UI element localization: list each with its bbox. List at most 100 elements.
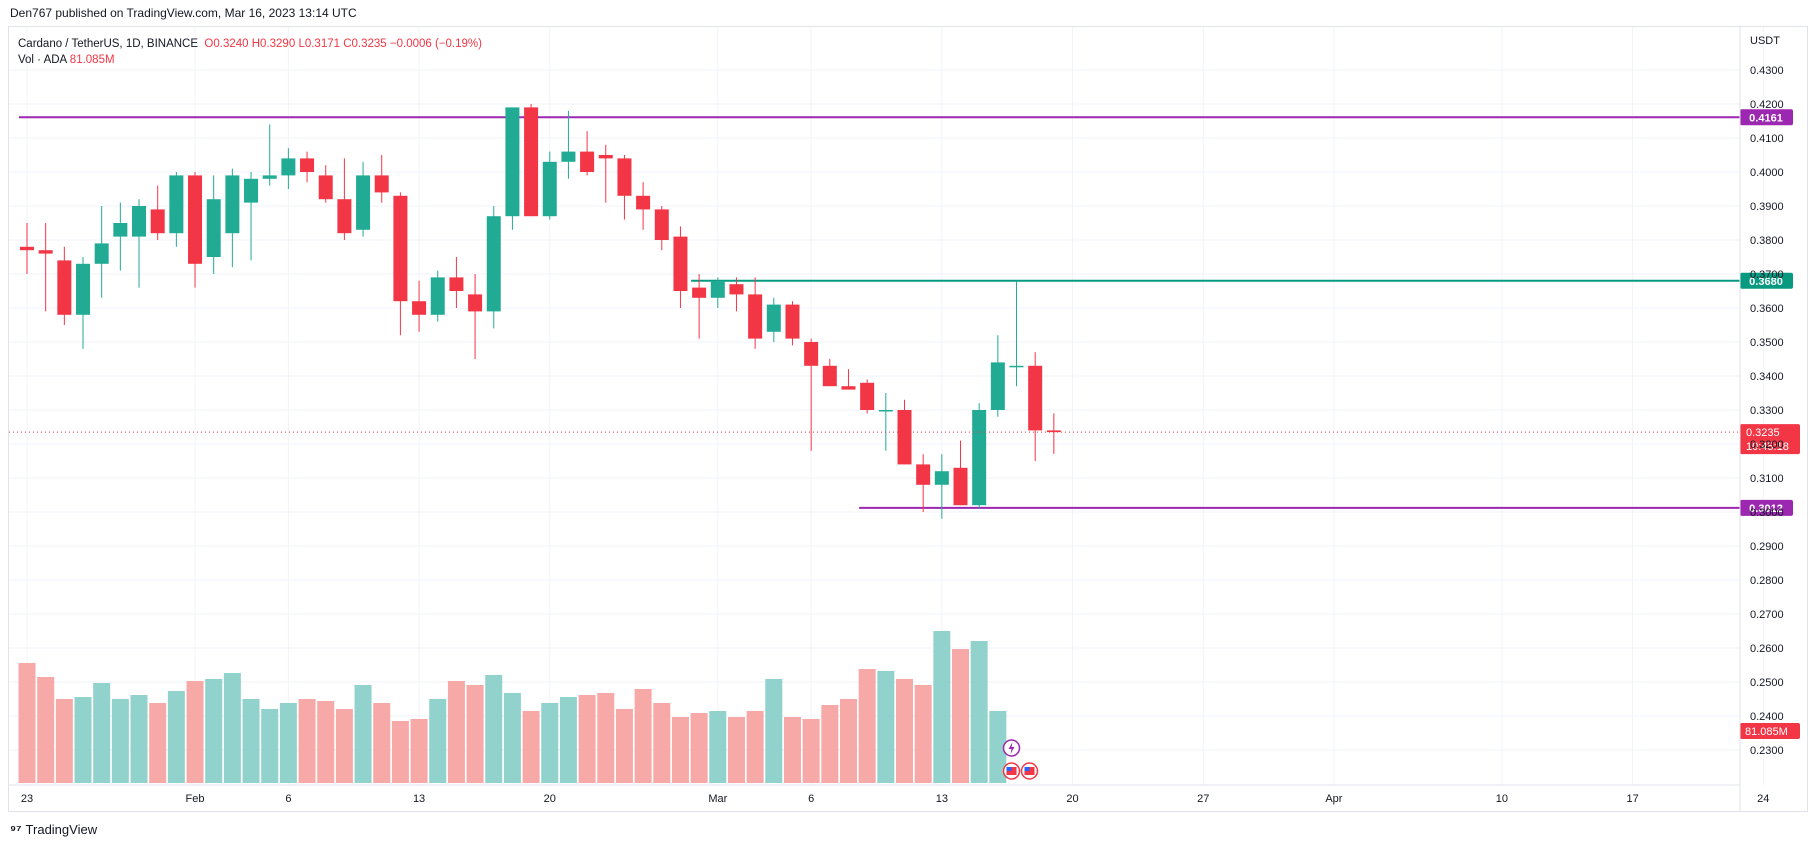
date-tick-label: Mar: [708, 793, 727, 805]
volume-bar: [802, 719, 820, 783]
volume-bar: [18, 663, 36, 783]
candle-body: [244, 178, 259, 203]
volume-bar: [895, 679, 913, 783]
price-tick-label: 0.3700: [1750, 269, 1784, 281]
candle-body: [262, 175, 277, 179]
date-tick-label: 13: [936, 793, 948, 805]
level-price-badge: [1740, 272, 1793, 289]
candle-body: [113, 223, 128, 237]
brand-label: TradingView: [25, 822, 98, 837]
volume-bar: [447, 681, 465, 783]
volume-label: Vol · ADA: [18, 54, 67, 66]
candle-body: [692, 287, 707, 298]
candle-body: [878, 410, 893, 412]
price-tick-label: 0.3200: [1750, 439, 1784, 451]
volume-bar: [989, 711, 1007, 783]
candle-body: [785, 304, 800, 339]
volume-bar: [429, 699, 447, 783]
candle-body: [76, 263, 91, 315]
candle-body: [953, 467, 968, 506]
price-tick-label: 0.3100: [1750, 473, 1784, 485]
currency-label: USDT: [1750, 35, 1780, 47]
volume-bar: [634, 689, 652, 783]
volume-bar: [242, 699, 260, 783]
candle-body: [841, 386, 856, 390]
date-tick-label: 6: [285, 793, 291, 805]
volume-bar: [952, 649, 969, 783]
last-price-line: 0.3235 10:45:18 81.085M: [9, 424, 1800, 739]
price-tick-label: 0.4200: [1750, 99, 1784, 111]
candle-body: [132, 206, 147, 237]
candle-body: [20, 246, 34, 251]
volume-bar: [335, 709, 353, 783]
time-axis: 23 Feb 6 13 20 Mar 6 13 20 27 Apr 10 17 24: [9, 784, 1769, 805]
date-tick-label: 6: [808, 793, 814, 805]
lightning-bolt-shape: [1008, 742, 1015, 754]
volume-bars: [18, 631, 1007, 783]
candle-body: [206, 199, 221, 257]
volume-bar: [391, 721, 409, 783]
volume-value: 81.085M: [69, 54, 115, 66]
publisher-line: Den767 published on TradingView.com, Mar…: [10, 6, 357, 20]
price-tick-label: 0.4000: [1750, 167, 1784, 179]
volume-bar: [55, 699, 73, 783]
candles: [20, 104, 1061, 519]
candle-body: [169, 175, 184, 234]
volume-bar: [671, 717, 689, 783]
volume-bar: [503, 693, 521, 783]
candle-body: [598, 155, 613, 159]
high-value: H0.3290: [251, 38, 296, 50]
level-price-label: 0.3680: [1749, 276, 1783, 288]
volume-bar: [914, 685, 932, 783]
candle-body: [748, 294, 763, 339]
volume-bar: [559, 697, 577, 783]
volume-bar: [653, 703, 671, 783]
price-tick-label: 0.3400: [1750, 371, 1784, 383]
date-tick-label: Apr: [1325, 793, 1342, 805]
price-tick-label: 0.3300: [1750, 405, 1784, 417]
level-price-badge: [1740, 499, 1793, 516]
candle-body: [729, 284, 744, 295]
price-tick-label: 0.3600: [1750, 303, 1784, 315]
volume-bar: [746, 711, 764, 783]
candle-body: [897, 410, 912, 465]
volume-bar: [541, 703, 559, 783]
date-tick-label: 17: [1626, 793, 1638, 805]
volume-bar: [261, 709, 279, 783]
date-tick-label: 20: [1066, 793, 1078, 805]
candle-body: [934, 471, 949, 485]
candle-body: [374, 175, 389, 193]
volume-badge-label: 81.085M: [1745, 726, 1788, 738]
volume-bar: [149, 703, 167, 783]
countdown-label: 10:45:18: [1746, 441, 1789, 453]
price-tick-label: 0.2400: [1750, 711, 1784, 723]
candle-body: [38, 250, 53, 254]
volume-bar: [298, 699, 316, 783]
candle-body: [188, 175, 203, 264]
candle-body: [990, 362, 1005, 410]
price-tick-label: 0.2800: [1750, 575, 1784, 587]
volume-bar: [877, 671, 895, 783]
candle-body: [1046, 430, 1061, 433]
candle-body: [673, 236, 688, 291]
volume-bar: [690, 713, 708, 783]
chart-frame: [8, 26, 1808, 812]
candle-body: [468, 294, 483, 312]
candle-body: [337, 199, 352, 234]
footer-branding[interactable]: ⁹⁷ TradingView: [10, 822, 97, 837]
candle-body: [318, 175, 333, 200]
candle-body: [505, 107, 520, 217]
candle-body: [150, 209, 165, 234]
close-value: C0.3235: [343, 38, 387, 50]
low-value: L0.3171: [298, 38, 341, 50]
date-tick-label: 10: [1496, 793, 1508, 805]
price-tick-label: 0.3500: [1750, 337, 1784, 349]
last-price-badge: [1740, 424, 1800, 455]
candle-body: [393, 195, 408, 302]
candle-body: [822, 365, 837, 387]
volume-bar: [578, 695, 596, 783]
candle-body: [412, 301, 427, 315]
grid: [9, 27, 1764, 785]
volume-bar: [223, 673, 241, 783]
